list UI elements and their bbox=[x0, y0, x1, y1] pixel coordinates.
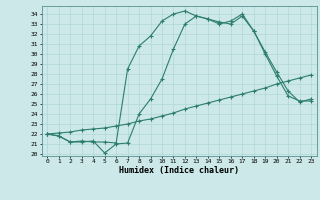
X-axis label: Humidex (Indice chaleur): Humidex (Indice chaleur) bbox=[119, 166, 239, 175]
